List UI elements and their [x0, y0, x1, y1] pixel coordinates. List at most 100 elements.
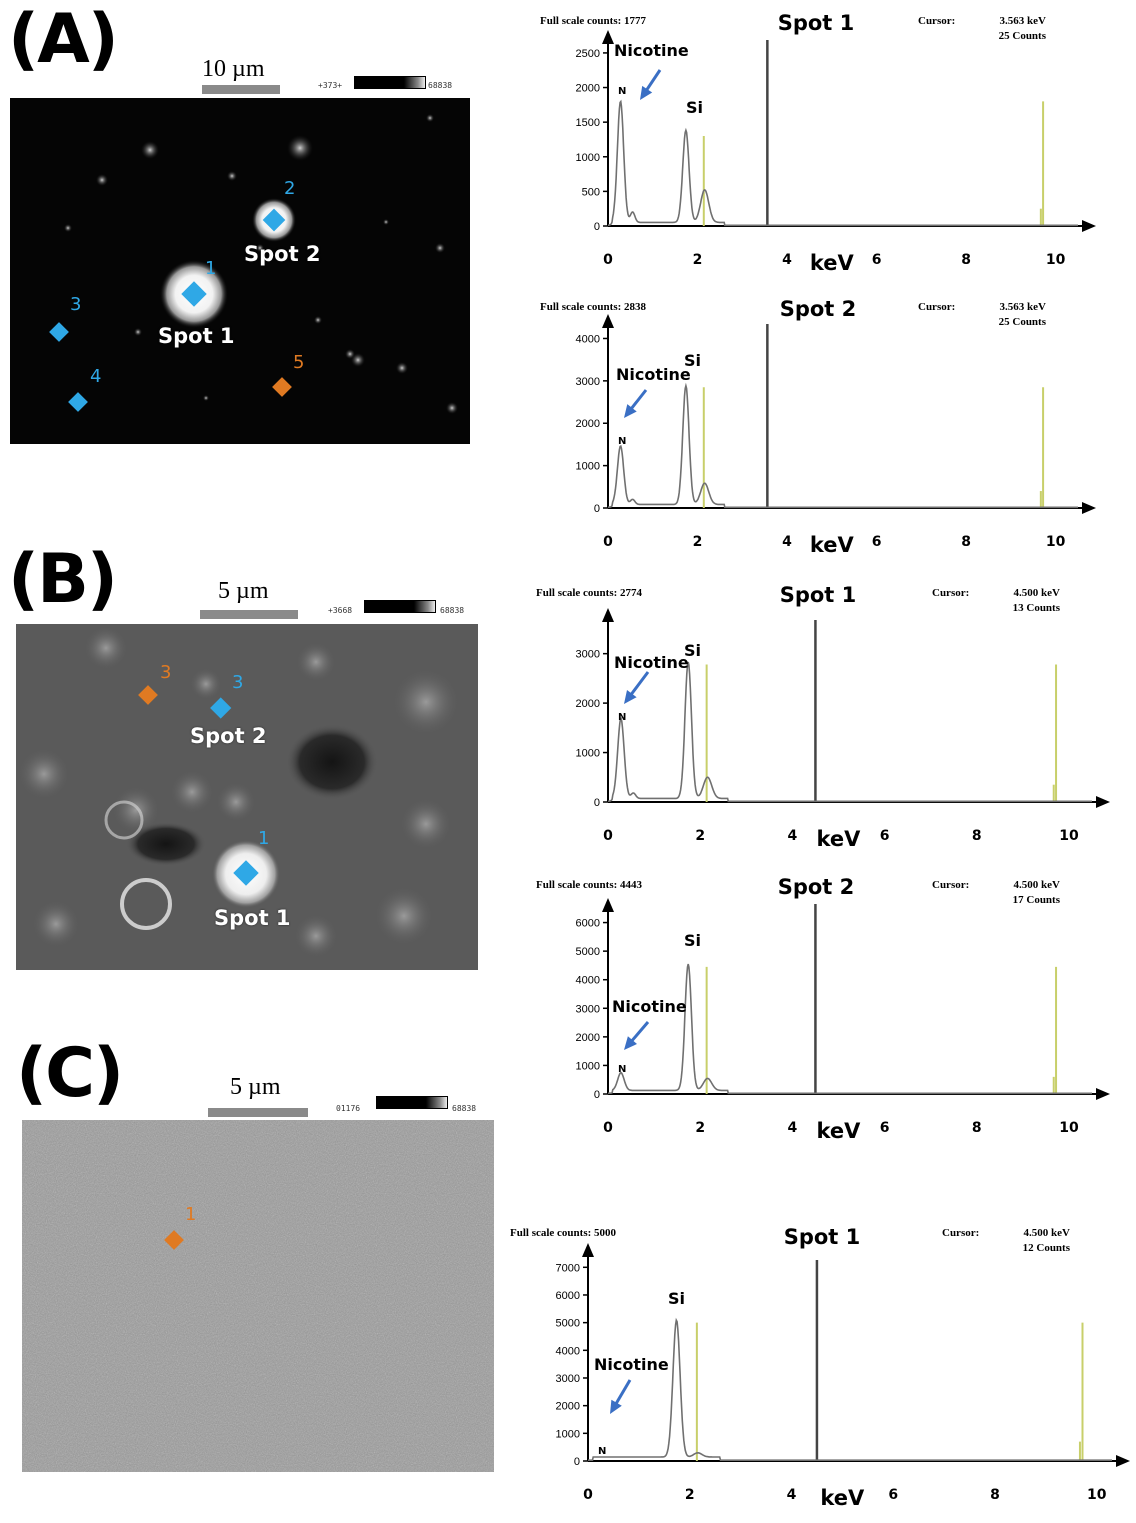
spectrum-trace [607, 661, 1092, 803]
panel-b-marker-3 [138, 685, 158, 705]
y-tick-label: 0 [594, 221, 600, 233]
x-axis-title: keV [817, 827, 862, 851]
cursor-label: Cursor: [918, 15, 955, 27]
y-tick-label: 1000 [576, 748, 600, 760]
panel-a-marker-5 [272, 377, 292, 397]
spectrum-a-spot2: Full scale counts: 2838 Spot 2 Cursor: 3.56… [536, 294, 1136, 559]
cursor-counts: 13 Counts [1013, 602, 1061, 614]
panel-b-range-max: 68838 [440, 606, 465, 615]
spectrum-c-spot1: Full scale counts: 5000 Spot 1 Cursor: 4.50… [510, 1218, 1136, 1523]
x-tick-label: 4 [788, 828, 798, 844]
panel-c-sem-image: 1 [22, 1120, 494, 1472]
y-tick-label: 4000 [556, 1345, 580, 1357]
panel-c-range-max: 68838 [452, 1104, 477, 1113]
nicotine-arrowhead [610, 1399, 622, 1414]
panel-a-scalebar: 10 µm +373+ 68838 [202, 56, 472, 96]
panel-a-num-5: 5 [293, 352, 305, 373]
panel-c-range-gradient [376, 1096, 448, 1109]
panel-b-sem-image: 3 3 1 Spot 2 Spot 1 [16, 624, 478, 970]
panel-a-scale-text: 10 µm [202, 56, 265, 82]
x-axis-arrowhead [1116, 1455, 1130, 1467]
spectrum-b-spot1: Full scale counts: 2774 Spot 1 Cursor: 4.50… [536, 580, 1136, 855]
x-axis-arrowhead [1096, 796, 1110, 808]
panel-b-spot1-label: Spot 1 [214, 906, 291, 930]
x-tick-label: 8 [961, 534, 971, 550]
full-scale-counts: Full scale counts: 1777 [540, 15, 647, 27]
y-tick-label: 4000 [576, 975, 600, 987]
panel-a-range-max: 68838 [428, 81, 453, 90]
panel-c-scalebar: 5 µm 01176 68838 [208, 1074, 494, 1118]
panel-c-scale-bar [208, 1108, 308, 1117]
nicotine-arrowhead [624, 1036, 637, 1050]
x-tick-label: 2 [693, 534, 703, 550]
y-axis-arrowhead [602, 608, 614, 622]
x-tick-label: 6 [872, 534, 882, 550]
panel-a-scale-bar [202, 85, 280, 94]
cursor-value: 3.563 keV [1000, 301, 1047, 313]
cursor-counts: 12 Counts [1023, 1242, 1071, 1254]
panel-c-marker-1 [164, 1230, 184, 1250]
panel-a-num-2: 2 [284, 178, 296, 199]
spectrum-title: Spot 2 [780, 297, 857, 321]
x-tick-label: 10 [1046, 534, 1066, 550]
panel-b-scale-text: 5 µm [218, 578, 269, 604]
cursor-value: 4.500 keV [1014, 879, 1061, 891]
panel-b-range-gradient [364, 600, 436, 613]
cursor-label: Cursor: [942, 1227, 979, 1239]
y-tick-label: 1500 [576, 117, 600, 129]
spectrum-title: Spot 1 [778, 11, 855, 35]
spectrum-title: Spot 1 [784, 1225, 861, 1249]
x-tick-label: 0 [603, 534, 613, 550]
x-axis-title: keV [810, 533, 855, 557]
panel-b-num-blue: 3 [232, 672, 244, 693]
x-axis-title: keV [810, 251, 855, 275]
x-tick-label: 6 [880, 1120, 890, 1136]
panel-b-scalebar: 5 µm +3668 68838 [200, 578, 480, 622]
y-tick-label: 4000 [576, 333, 600, 345]
x-tick-label: 6 [888, 1487, 898, 1503]
spectrum-trace [608, 963, 1092, 1095]
full-scale-counts: Full scale counts: 2774 [536, 587, 643, 599]
x-tick-label: 4 [782, 534, 792, 550]
n-peak-label: N [618, 436, 626, 447]
x-tick-label: 10 [1059, 828, 1079, 844]
y-tick-label: 5000 [576, 946, 600, 958]
panel-b-marker-2 [210, 697, 232, 719]
cursor-value: 4.500 keV [1024, 1227, 1071, 1239]
x-tick-label: 0 [583, 1487, 593, 1503]
x-tick-label: 8 [961, 252, 971, 268]
n-peak-label: N [618, 1064, 626, 1075]
y-tick-label: 2000 [576, 418, 600, 430]
nicotine-arrow [612, 1379, 632, 1408]
y-tick-label: 0 [594, 797, 600, 809]
panel-c-label: (C) [16, 1034, 124, 1113]
x-tick-label: 4 [788, 1120, 798, 1136]
y-axis-arrowhead [602, 314, 614, 328]
x-tick-label: 2 [695, 828, 705, 844]
panel-a-marker-3 [49, 322, 69, 342]
spectrum-title: Spot 2 [778, 875, 855, 899]
si-peak-label: Si [668, 1289, 685, 1308]
si-peak-label: Si [684, 351, 701, 370]
y-tick-label: 3000 [576, 376, 600, 388]
y-tick-label: 6000 [556, 1290, 580, 1302]
spectrum-b-spot2: Full scale counts: 4443 Spot 2 Cursor: 4.50… [536, 872, 1136, 1147]
full-scale-counts: Full scale counts: 2838 [540, 301, 647, 313]
x-axis-title: keV [820, 1486, 865, 1510]
n-peak-label: N [598, 1446, 606, 1457]
x-tick-label: 8 [990, 1487, 1000, 1503]
y-tick-label: 1000 [576, 152, 600, 164]
y-tick-label: 5000 [556, 1318, 580, 1330]
panel-a-range-gradient [354, 76, 426, 89]
panel-c-scale-text: 5 µm [230, 1074, 281, 1100]
full-scale-counts: Full scale counts: 4443 [536, 879, 643, 891]
panel-a-num-4: 4 [90, 366, 102, 387]
panel-b-scale-bar [200, 610, 298, 619]
panel-b-marker-1 [233, 860, 259, 886]
nicotine-arrow [627, 671, 650, 699]
panel-a-spot1-label: Spot 1 [158, 324, 235, 348]
x-tick-label: 0 [603, 828, 613, 844]
y-tick-label: 1000 [556, 1428, 580, 1440]
y-tick-label: 0 [574, 1456, 580, 1468]
panel-b-num-1: 1 [258, 828, 270, 849]
